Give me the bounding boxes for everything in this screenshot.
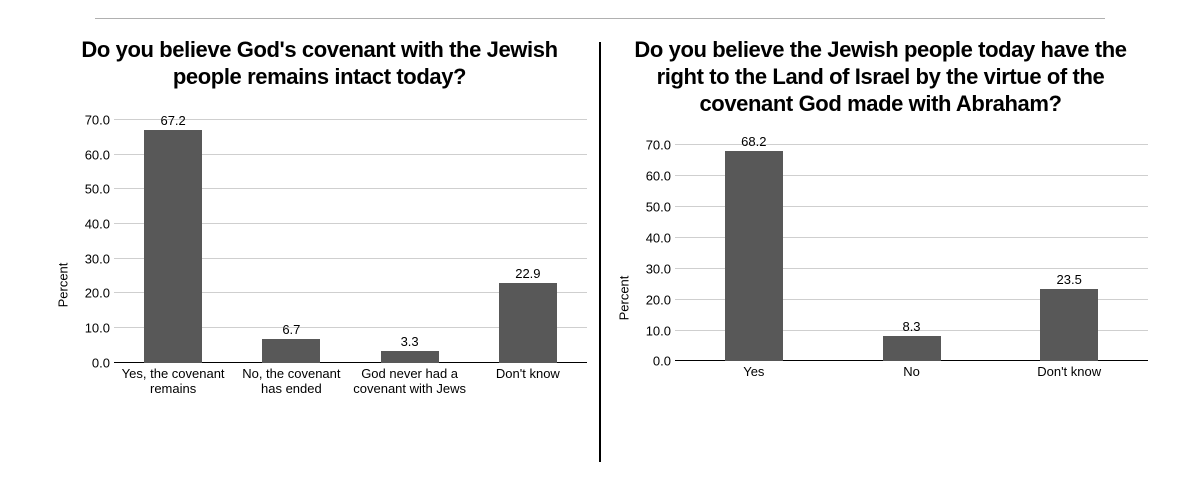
right-bar [725, 151, 783, 362]
top-horizontal-rule [95, 18, 1105, 19]
right-bar-value-label: 68.2 [741, 134, 766, 149]
left-ytick-label: 70.0 [85, 112, 110, 127]
right-ytick-label: 0.0 [653, 354, 671, 369]
left-bars-row: 67.2 6.7 3.3 22.9 [114, 103, 587, 363]
right-bar [1040, 289, 1098, 362]
left-ytick-label: 10.0 [85, 320, 110, 335]
left-bar-slot: 67.2 [114, 113, 232, 363]
right-xlabel: No [833, 361, 991, 380]
left-xlabel: God never had a covenant with Jews [351, 363, 469, 397]
left-ytick-label: 60.0 [85, 147, 110, 162]
left-bar-slot: 22.9 [469, 266, 587, 362]
left-ylabel-container: Percent [52, 103, 74, 467]
left-bar-value-label: 6.7 [282, 322, 300, 337]
right-axis-region: 68.2 8.3 23.5 [675, 129, 1148, 361]
left-bar [499, 283, 557, 362]
left-xlabel: Don't know [469, 363, 587, 397]
right-bar-slot: 23.5 [990, 272, 1148, 362]
left-bar [262, 339, 320, 362]
right-bar-value-label: 8.3 [902, 319, 920, 334]
left-ylabel: Percent [56, 262, 71, 307]
left-bar [144, 130, 202, 363]
right-bar-slot: 68.2 [675, 134, 833, 362]
left-xlabels-row: Yes, the covenant remainsNo, the covenan… [114, 363, 587, 397]
left-plot-area: 67.2 6.7 3.3 22.9 Yes, the covenant remainsN… [114, 103, 587, 467]
left-ytick-column: 0.0 10.0 20.0 30.0 40.0 50.0 60.0 70.0 [74, 103, 114, 467]
left-bar-slot: 3.3 [351, 334, 469, 362]
right-ytick-label: 70.0 [646, 137, 671, 152]
left-chart-title: Do you believe God's covenant with the J… [70, 37, 569, 91]
right-bars-row: 68.2 8.3 23.5 [675, 129, 1148, 361]
right-ytick-label: 60.0 [646, 168, 671, 183]
left-ytick-label: 20.0 [85, 286, 110, 301]
figure-page: Do you believe God's covenant with the J… [0, 0, 1200, 502]
left-ytick-label: 30.0 [85, 251, 110, 266]
right-ytick-label: 10.0 [646, 323, 671, 338]
right-ytick-label: 20.0 [646, 292, 671, 307]
left-plot: Percent 0.010.020.030.040.050.060.070.0 … [52, 103, 587, 467]
left-xlabel: Yes, the covenant remains [114, 363, 232, 397]
right-xlabels-row: YesNoDon't know [675, 361, 1148, 380]
right-bar [883, 336, 941, 362]
right-ylabel-container: Percent [613, 129, 635, 467]
left-xlabel: No, the covenant has ended [232, 363, 350, 397]
right-xlabel: Don't know [990, 361, 1148, 380]
right-bar-value-label: 23.5 [1057, 272, 1082, 287]
left-bar-slot: 6.7 [232, 322, 350, 362]
right-panel: Do you believe the Jewish people today h… [601, 37, 1160, 467]
right-xlabel: Yes [675, 361, 833, 380]
left-bar-value-label: 22.9 [515, 266, 540, 281]
left-bar-value-label: 3.3 [401, 334, 419, 349]
left-panel: Do you believe God's covenant with the J… [40, 37, 599, 467]
right-plot-area: 68.2 8.3 23.5 YesNoDon't know [675, 129, 1148, 467]
left-bar [381, 351, 439, 362]
left-ytick-label: 40.0 [85, 216, 110, 231]
right-ytick-column: 0.0 10.0 20.0 30.0 40.0 50.0 60.0 70.0 [635, 129, 675, 467]
left-ytick-label: 0.0 [92, 355, 110, 370]
right-ytick-label: 40.0 [646, 230, 671, 245]
right-ytick-label: 30.0 [646, 261, 671, 276]
left-bar-value-label: 67.2 [160, 113, 185, 128]
charts-row: Do you believe God's covenant with the J… [40, 37, 1160, 467]
right-chart-title: Do you believe the Jewish people today h… [631, 37, 1130, 117]
right-plot: Percent 0.010.020.030.040.050.060.070.0 … [613, 129, 1148, 467]
left-axis-region: 67.2 6.7 3.3 22.9 [114, 103, 587, 363]
left-ytick-label: 50.0 [85, 182, 110, 197]
right-ylabel: Percent [617, 276, 632, 321]
right-ytick-label: 50.0 [646, 199, 671, 214]
right-bar-slot: 8.3 [833, 319, 991, 362]
